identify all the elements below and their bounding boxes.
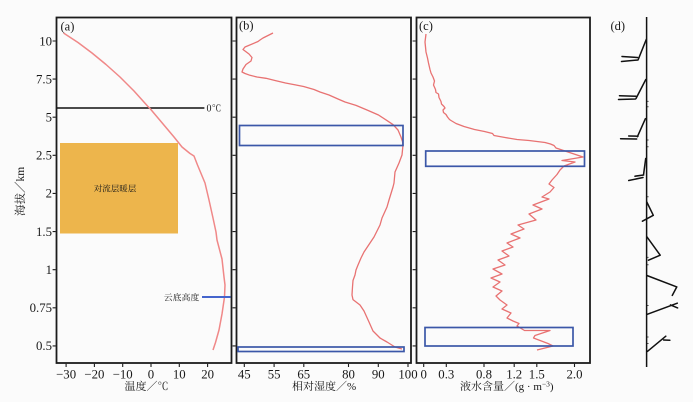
svg-text:%: % xyxy=(347,381,356,393)
svg-text:7.5: 7.5 xyxy=(36,72,52,86)
svg-text:65: 65 xyxy=(297,368,310,382)
svg-text:(a): (a) xyxy=(61,20,75,34)
svg-text:90: 90 xyxy=(372,368,385,382)
svg-text:80: 80 xyxy=(342,368,355,382)
svg-text:1.2: 1.2 xyxy=(506,368,522,382)
svg-text:−20: −20 xyxy=(84,368,104,382)
svg-text:(d): (d) xyxy=(611,19,626,33)
svg-text:1: 1 xyxy=(46,263,52,277)
svg-text:10: 10 xyxy=(39,34,52,48)
svg-text:1.5: 1.5 xyxy=(529,368,545,382)
svg-text:100: 100 xyxy=(398,368,417,382)
svg-text:0: 0 xyxy=(207,104,212,115)
svg-text:1.5: 1.5 xyxy=(36,225,52,239)
svg-text:2.0: 2.0 xyxy=(567,368,583,382)
svg-text:45: 45 xyxy=(238,368,251,382)
svg-text:0: 0 xyxy=(148,368,154,382)
svg-text:0.3: 0.3 xyxy=(438,368,454,382)
svg-text:20: 20 xyxy=(201,368,214,382)
svg-text:0.5: 0.5 xyxy=(36,339,52,353)
svg-text:5: 5 xyxy=(46,111,52,125)
svg-text:2.5: 2.5 xyxy=(36,149,52,163)
svg-text:−30: −30 xyxy=(56,368,76,382)
svg-text:0: 0 xyxy=(420,368,426,382)
svg-text:10: 10 xyxy=(173,368,186,382)
svg-text:(c): (c) xyxy=(419,19,433,33)
svg-text:km: km xyxy=(15,167,27,182)
svg-text:(b): (b) xyxy=(239,19,254,33)
svg-text:0.8: 0.8 xyxy=(476,368,492,382)
svg-text:0.75: 0.75 xyxy=(30,301,52,315)
svg-text:−10: −10 xyxy=(113,368,133,382)
svg-text:2: 2 xyxy=(46,187,52,201)
svg-text:55: 55 xyxy=(268,368,281,382)
